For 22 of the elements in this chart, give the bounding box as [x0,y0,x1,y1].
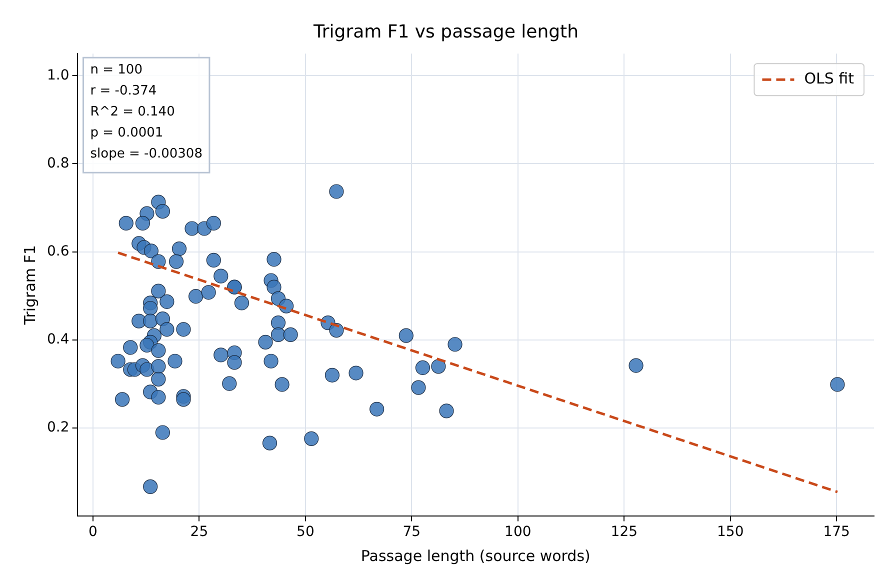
x-tick-label: 50 [296,524,314,540]
y-tick-label: 0.6 [47,244,70,260]
x-tick-label: 175 [823,524,850,540]
y-tick-label: 0.8 [47,155,70,172]
annotation: R^2 = 0.140 [90,104,175,120]
x-tick-label: 125 [610,524,638,540]
x-tick-label: 75 [402,524,421,540]
y-tick-label: 0.4 [47,332,70,348]
y-tick-label: 1.0 [47,67,70,84]
chart-title: Trigram F1 vs passage length [312,21,578,42]
x-tick-label: 100 [504,524,532,540]
annotation: p = 0.0001 [90,125,164,140]
annotation: r = -0.374 [90,83,157,98]
legend-label: OLS fit [804,69,854,88]
x-axis-title: Passage length (source words) [360,546,590,565]
annotation: slope = -0.00308 [90,146,202,162]
x-tick-label: 150 [717,524,744,540]
x-tick-label: 25 [190,524,208,540]
annotation: n = 100 [90,62,142,78]
x-tick-label: 0 [88,524,98,540]
y-axis-title: Trigram F1 [20,245,39,326]
y-tick-label: 0.2 [47,420,70,436]
